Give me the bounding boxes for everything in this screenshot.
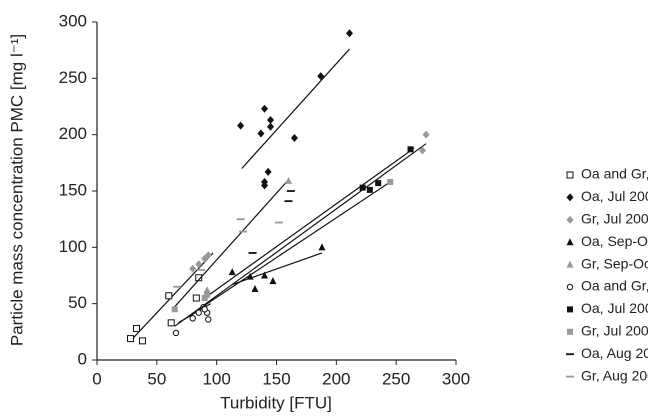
point xyxy=(205,316,212,323)
x-tick-label: 150 xyxy=(262,369,290,388)
legend-label: Oa, Sep-Oct 2008 xyxy=(581,233,648,249)
point xyxy=(189,264,197,273)
y-tick-label: 100 xyxy=(59,237,87,256)
x-tick-label: 0 xyxy=(92,369,101,388)
x-tick-label: 100 xyxy=(202,369,230,388)
point xyxy=(422,130,430,139)
legend-label: Oa, Jul 2009 xyxy=(581,300,648,316)
legend-label: Oa, Aug 2009 xyxy=(581,345,648,361)
point xyxy=(203,286,211,294)
point xyxy=(284,176,292,184)
point xyxy=(375,180,382,187)
legend-label: Gr, Jul 2008 xyxy=(581,211,648,227)
point xyxy=(269,277,277,285)
point xyxy=(567,328,573,335)
point xyxy=(317,72,325,81)
point xyxy=(366,186,373,193)
y-tick-label: 250 xyxy=(59,68,87,87)
point xyxy=(387,178,394,185)
point xyxy=(290,134,298,143)
point xyxy=(418,146,426,155)
point xyxy=(195,260,203,269)
point xyxy=(251,285,259,293)
legend-label: Gr, Aug 2009 xyxy=(581,367,648,383)
legend-label: Oa, Jul 2008 xyxy=(581,188,648,204)
legend-label: Gr, Sep-Oct 2008 xyxy=(581,255,648,271)
point xyxy=(566,283,574,291)
point xyxy=(566,215,574,224)
point xyxy=(138,337,146,345)
y-tick-label: 50 xyxy=(68,293,87,312)
legend-label: Oa and Gr, Feb-Apr 2008 xyxy=(581,166,648,182)
y-tick-label: 0 xyxy=(78,349,87,368)
point xyxy=(257,129,265,138)
point xyxy=(567,306,573,313)
point xyxy=(195,309,202,316)
point xyxy=(189,315,196,322)
x-tick-label: 300 xyxy=(442,369,470,388)
x-tick-label: 250 xyxy=(382,369,410,388)
point xyxy=(237,121,245,130)
point xyxy=(345,29,353,38)
x-axis-label: Turbidity [FTU] xyxy=(220,393,332,412)
y-tick-label: 300 xyxy=(59,11,87,30)
trend-line xyxy=(241,48,350,169)
y-tick-label: 150 xyxy=(59,180,87,199)
point xyxy=(132,324,140,332)
point xyxy=(171,306,178,313)
point xyxy=(228,268,236,276)
point xyxy=(566,238,574,246)
point xyxy=(201,295,208,302)
legend-label: Gr, Jul 2009 xyxy=(581,323,648,339)
trend-line xyxy=(171,179,289,310)
point xyxy=(246,272,254,280)
point xyxy=(261,104,269,113)
point xyxy=(318,243,326,251)
legend-label: Oa and Gr, Mar 2009 xyxy=(581,278,648,294)
point xyxy=(165,292,173,300)
y-tick-label: 200 xyxy=(59,124,87,143)
point xyxy=(204,291,211,298)
x-tick-label: 200 xyxy=(322,369,350,388)
point xyxy=(359,184,366,191)
point xyxy=(264,167,272,176)
trend-line xyxy=(204,147,415,299)
point xyxy=(566,260,574,268)
trend-line xyxy=(174,143,427,327)
point xyxy=(204,251,212,260)
x-tick-label: 50 xyxy=(147,369,166,388)
point xyxy=(407,146,414,153)
point xyxy=(167,319,175,327)
point xyxy=(566,193,574,202)
point xyxy=(261,177,269,186)
point xyxy=(192,294,200,302)
point xyxy=(127,335,135,343)
trend-line xyxy=(198,181,391,310)
y-axis-label: Particle mass concentration PMC [mg l⁻¹] xyxy=(7,34,26,346)
point xyxy=(172,329,180,337)
point xyxy=(267,116,275,125)
point xyxy=(261,271,269,279)
point xyxy=(201,306,208,313)
point xyxy=(267,122,275,131)
point xyxy=(566,171,574,179)
